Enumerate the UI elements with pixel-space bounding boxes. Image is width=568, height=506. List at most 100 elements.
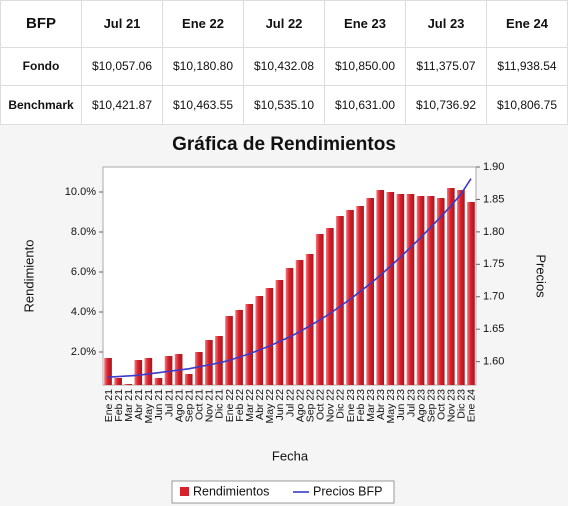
x-tick-label: Mar 23 [365, 389, 377, 422]
x-tick-label: Jul 23 [405, 389, 417, 417]
bar [194, 352, 203, 385]
y-tick-label: 6.0% [71, 266, 96, 278]
bar [426, 196, 435, 385]
bar [436, 198, 445, 385]
table-cell: Fondo [0, 46, 82, 87]
x-tick-label: Jul 22 [284, 389, 296, 417]
bar [154, 378, 163, 385]
bar [356, 206, 364, 385]
x-tick-label: Ago 21 [173, 389, 185, 422]
line [107, 178, 472, 379]
chart: Gráfica de Rendimientos Fecha Rendimient… [0, 125, 568, 506]
bar [255, 296, 264, 385]
bar [336, 216, 344, 385]
x-tick-label: Feb 21 [113, 389, 125, 422]
y2-tick-label: 1.85 [483, 193, 504, 205]
x-tick-label: Ene 23 [345, 389, 357, 422]
x-tick-label: Ago 23 [415, 389, 427, 422]
table-cell: $10,180.80 [162, 46, 244, 87]
bar [346, 210, 354, 385]
x-tick-label: Oct 21 [194, 389, 206, 420]
y2-tick-label: 1.60 [483, 356, 504, 368]
x-tick-label: Sep 23 [425, 389, 437, 422]
y2-tick-label: 1.80 [483, 226, 504, 238]
y-axis-label: Rendimiento [21, 240, 36, 313]
header-cell: BFP [0, 0, 82, 48]
bar [396, 194, 405, 385]
header-cell: Ene 23 [324, 0, 406, 48]
table-cell: $10,463.55 [162, 85, 244, 125]
bar [457, 190, 465, 385]
legend-swatch [180, 487, 189, 496]
x-tick-label: Nov 22 [325, 389, 337, 422]
bar [305, 254, 314, 385]
chart-title: Gráfica de Rendimientos [172, 134, 396, 155]
x-tick-label: Feb 22 [234, 389, 246, 422]
x-tick-label: May 23 [385, 389, 397, 424]
bar [295, 260, 304, 385]
legend-label: Precios BFP [313, 484, 382, 498]
bar [416, 196, 425, 385]
x-tick-label: Ene 21 [103, 389, 115, 422]
table-cell: $10,850.00 [324, 46, 406, 87]
table-cell: $11,938.54 [486, 46, 568, 87]
table-cell: $10,806.75 [486, 85, 568, 125]
table-row: Benchmark $10,421.87 $10,463.55 $10,535.10 $… [0, 85, 568, 125]
bar [446, 188, 455, 385]
x-tick-label: Dic 22 [335, 389, 347, 419]
bar [366, 198, 374, 385]
legend-box [171, 480, 395, 504]
x-tick-label: Ene 24 [466, 389, 478, 422]
header-cell: Ene 24 [486, 0, 568, 48]
table-cell: $10,631.00 [324, 85, 406, 125]
bar [225, 316, 233, 385]
bar [386, 192, 395, 385]
header-cell: Ene 22 [162, 0, 244, 48]
bar [184, 374, 193, 385]
x-tick-label: Oct 23 [435, 389, 447, 420]
table-row: Fondo $10,057.06 $10,180.80 $10,432.08 $10,8… [0, 46, 568, 87]
x-tick-label: Jun 22 [274, 389, 286, 421]
bar [114, 378, 122, 385]
x-tick-label: Oct 22 [315, 389, 327, 420]
y-tick-label: 8.0% [71, 226, 96, 238]
table-cell: $11,375.07 [405, 46, 487, 87]
x-tick-label: Nov 21 [204, 389, 216, 422]
x-tick-label: May 22 [264, 389, 276, 424]
x-tick-label: Dic 21 [214, 389, 226, 419]
x-tick-label: May 21 [143, 389, 155, 424]
x-tick-label: Sep 21 [183, 389, 195, 422]
x-tick-label: Feb 23 [355, 389, 367, 422]
bar [124, 384, 133, 385]
bar [215, 336, 223, 385]
bar [285, 268, 294, 385]
y2-tick-label: 1.75 [483, 258, 504, 270]
x-tick-label: Jun 21 [153, 389, 165, 421]
x-tick-label: Jul 21 [163, 389, 175, 417]
x-tick-label: Nov 23 [446, 389, 458, 422]
table-cell: $10,535.10 [243, 85, 325, 125]
bar [275, 280, 284, 385]
y-tick-label: 4.0% [71, 306, 96, 318]
header-cell: Jul 22 [243, 0, 325, 48]
header-row: BFP Jul 21 Ene 22 Jul 22 Ene 23 Jul 23 Ene 24 [0, 0, 568, 48]
bar [467, 202, 475, 385]
y-tick-label: 10.0% [65, 186, 96, 198]
x-tick-label: Sep 22 [304, 389, 316, 422]
bar [144, 358, 153, 385]
bar [235, 310, 243, 385]
x-tick-label: Dic 23 [456, 389, 468, 419]
bar [104, 358, 112, 385]
x-tick-label: Abr 22 [254, 389, 266, 420]
bar [315, 234, 324, 385]
x-tick-label: Ago 22 [294, 389, 306, 422]
bar [245, 304, 254, 385]
x-tick-label: Mar 21 [123, 389, 135, 422]
bar [265, 288, 274, 385]
bar [406, 194, 415, 385]
x-axis-label: Fecha [272, 448, 309, 463]
x-tick-label: Jun 23 [395, 389, 407, 421]
x-tick-label: Abr 23 [375, 389, 387, 420]
bar [164, 356, 173, 385]
